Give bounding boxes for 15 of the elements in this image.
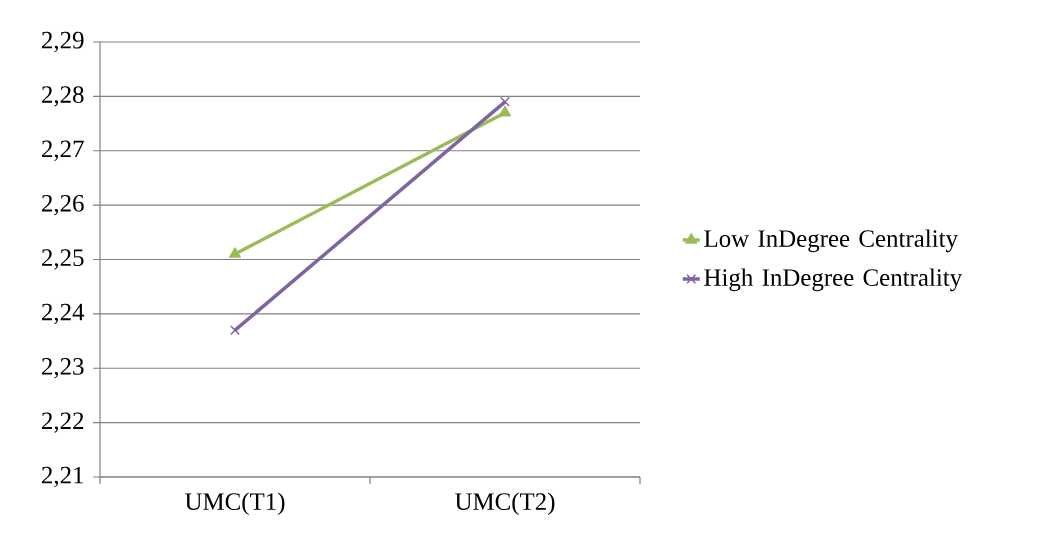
y-tick-label: 2,26 [42,194,84,216]
legend-label: Low InDegree Centrality [704,229,958,253]
y-tick-label: 2,27 [42,140,84,161]
y-tick-label: 2,22 [42,412,84,433]
y-tick-label: 2,28 [42,86,84,107]
x-tick-label: UMC(T2) [455,492,555,516]
y-tick-label: 2,21 [42,466,84,488]
y-tick-label: 2,24 [42,303,85,325]
y-tick-label: 2,29 [42,31,84,53]
y-tick-label: 2,23 [42,358,84,379]
y-tick-label: 2,25 [42,249,84,270]
legend-label: High InDegree Centrality [704,268,963,292]
point [500,96,510,107]
x-tick-label: UMC(T1) [185,492,285,516]
point [230,325,240,336]
